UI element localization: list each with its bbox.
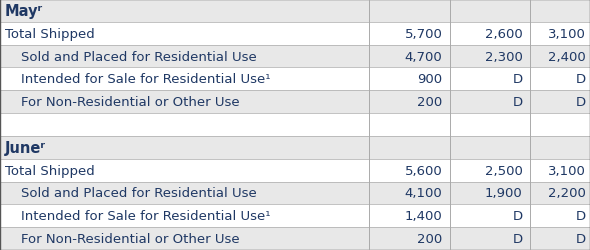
- Text: Intended for Sale for Residential Use¹: Intended for Sale for Residential Use¹: [21, 73, 271, 86]
- Text: 3,100: 3,100: [548, 164, 586, 177]
- Text: D: D: [513, 232, 523, 245]
- Text: 1,400: 1,400: [405, 210, 442, 222]
- Bar: [0, 91, 590, 114]
- Text: 4,100: 4,100: [405, 187, 442, 200]
- Text: For Non-Residential or Other Use: For Non-Residential or Other Use: [21, 96, 240, 109]
- Bar: [0, 204, 590, 227]
- Text: 2,300: 2,300: [485, 50, 523, 63]
- Bar: [0, 46, 590, 68]
- Text: 2,400: 2,400: [548, 50, 586, 63]
- Text: 2,500: 2,500: [485, 164, 523, 177]
- Text: 4,700: 4,700: [405, 50, 442, 63]
- Text: 200: 200: [417, 232, 442, 245]
- Text: 5,600: 5,600: [405, 164, 442, 177]
- Text: Juneʳ: Juneʳ: [5, 140, 45, 155]
- Bar: [0, 114, 590, 136]
- Text: D: D: [576, 73, 586, 86]
- Text: D: D: [513, 73, 523, 86]
- Text: 200: 200: [417, 96, 442, 109]
- Text: 900: 900: [417, 73, 442, 86]
- Text: Total Shipped: Total Shipped: [5, 28, 94, 40]
- Text: D: D: [513, 210, 523, 222]
- Text: Intended for Sale for Residential Use¹: Intended for Sale for Residential Use¹: [21, 210, 271, 222]
- Bar: [0, 159, 590, 182]
- Text: D: D: [513, 96, 523, 109]
- Bar: [0, 182, 590, 204]
- Text: Sold and Placed for Residential Use: Sold and Placed for Residential Use: [21, 187, 257, 200]
- Text: 5,700: 5,700: [405, 28, 442, 40]
- Text: D: D: [576, 232, 586, 245]
- Bar: [0, 227, 590, 250]
- Text: 2,600: 2,600: [485, 28, 523, 40]
- Text: 1,900: 1,900: [485, 187, 523, 200]
- Text: Mayʳ: Mayʳ: [5, 4, 43, 19]
- Bar: [0, 0, 590, 23]
- Text: D: D: [576, 96, 586, 109]
- Text: For Non-Residential or Other Use: For Non-Residential or Other Use: [21, 232, 240, 245]
- Bar: [0, 23, 590, 46]
- Text: D: D: [576, 210, 586, 222]
- Text: 2,200: 2,200: [548, 187, 586, 200]
- Text: 3,100: 3,100: [548, 28, 586, 40]
- Text: Sold and Placed for Residential Use: Sold and Placed for Residential Use: [21, 50, 257, 63]
- Bar: [0, 68, 590, 91]
- Bar: [0, 136, 590, 159]
- Text: Total Shipped: Total Shipped: [5, 164, 94, 177]
